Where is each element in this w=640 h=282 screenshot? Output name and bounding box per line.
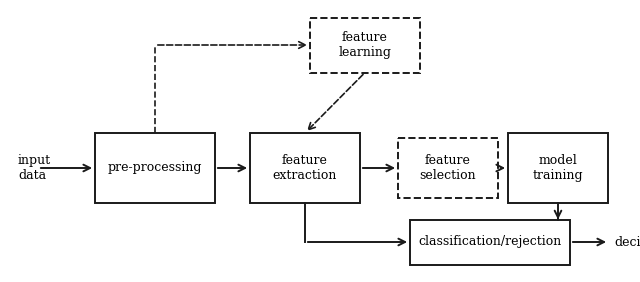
Text: feature
learning: feature learning	[339, 31, 392, 59]
Bar	[310, 17, 420, 72]
Text: input
data: input data	[18, 154, 51, 182]
Text: classification/rejection: classification/rejection	[419, 235, 562, 248]
Text: pre-processing: pre-processing	[108, 162, 202, 175]
Bar	[398, 138, 498, 198]
Bar	[508, 133, 608, 203]
Bar	[95, 133, 215, 203]
Text: feature
selection: feature selection	[420, 154, 476, 182]
Bar	[250, 133, 360, 203]
Text: model
training: model training	[532, 154, 583, 182]
Text: decision: decision	[614, 235, 640, 248]
Text: feature
extraction: feature extraction	[273, 154, 337, 182]
Bar	[410, 219, 570, 265]
